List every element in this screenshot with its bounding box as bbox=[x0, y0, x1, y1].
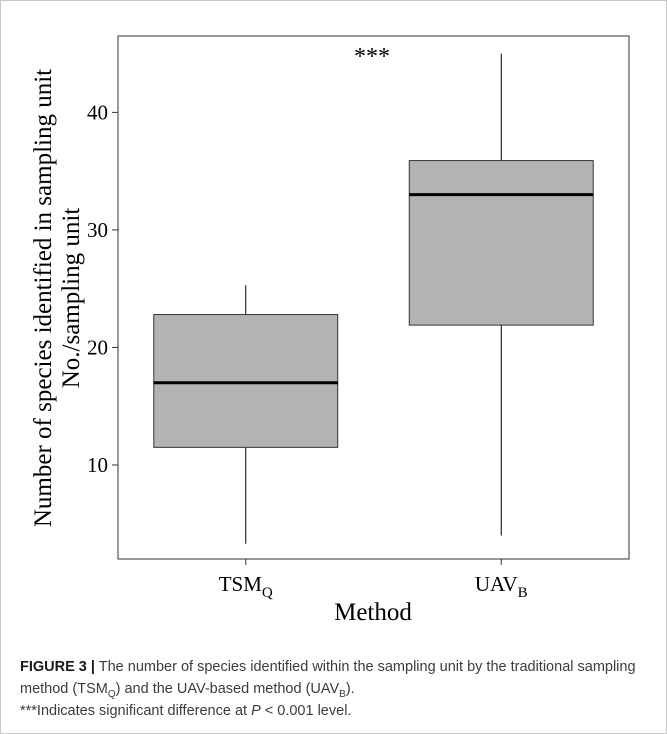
box-plot-chart: 10 20 30 40 TSMQ UAVB *** Method Number of s… bbox=[30, 35, 630, 626]
figure-caption: FIGURE 3 | The number of species identif… bbox=[20, 656, 650, 722]
x-axis-title: Method bbox=[334, 599, 412, 626]
caption-text-5: < 0.001 level. bbox=[260, 703, 352, 719]
caption-sub-2: B bbox=[339, 688, 346, 700]
x-tick-label: UAVB bbox=[475, 572, 528, 601]
caption-text-2: ) and the UAV-based method (UAV bbox=[115, 681, 340, 697]
y-tick-label: 30 bbox=[87, 218, 108, 242]
figure-label: FIGURE 3 | bbox=[20, 659, 95, 675]
box-iqr bbox=[153, 314, 339, 448]
caption-text-3: ). bbox=[345, 681, 355, 697]
boxes-layer bbox=[153, 53, 594, 544]
y-tick-label: 40 bbox=[87, 100, 108, 124]
y-axis-title-line1: Number of species identified in sampling… bbox=[30, 69, 57, 527]
y-axis-title-line2: No./sampling unit bbox=[58, 208, 85, 389]
y-axis: 10 20 30 40 bbox=[87, 100, 118, 477]
box-2 bbox=[408, 53, 594, 536]
y-tick-label: 10 bbox=[87, 453, 108, 477]
box-1 bbox=[153, 285, 339, 544]
caption-text-1: The number of species identified within … bbox=[20, 659, 636, 697]
caption-text-4: ***Indicates significant difference at bbox=[20, 703, 252, 719]
caption-italic-p: P bbox=[251, 703, 261, 719]
significance-annotation: *** bbox=[354, 44, 390, 70]
y-tick-label: 20 bbox=[87, 335, 108, 359]
caption-sub-1: Q bbox=[107, 688, 116, 700]
x-axis: TSMQ UAVB bbox=[219, 559, 528, 601]
x-tick-label: TSMQ bbox=[219, 572, 273, 601]
box-iqr bbox=[408, 160, 594, 326]
